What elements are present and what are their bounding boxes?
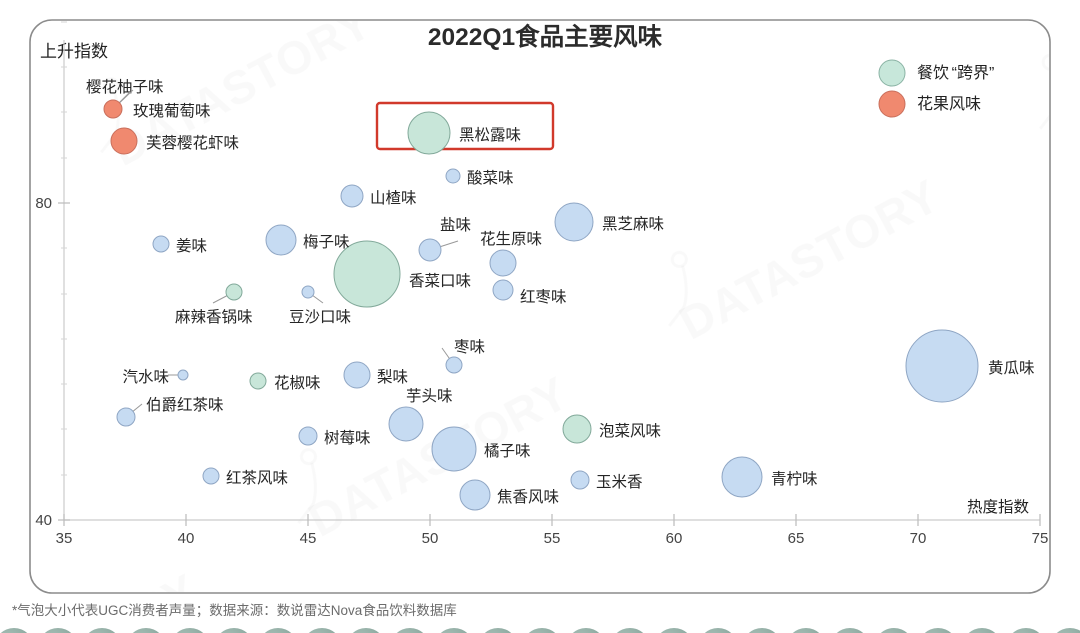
svg-text:芙蓉樱花虾味: 芙蓉樱花虾味: [146, 134, 239, 152]
svg-text:40: 40: [178, 530, 195, 547]
svg-text:红茶风味: 红茶风味: [226, 469, 288, 487]
svg-text:黄瓜味: 黄瓜味: [988, 359, 1035, 377]
svg-text:40: 40: [35, 512, 52, 529]
svg-text:汽水味: 汽水味: [122, 368, 169, 386]
svg-text:姜味: 姜味: [176, 237, 207, 255]
svg-text:樱花柚子味: 樱花柚子味: [86, 78, 164, 96]
svg-text:55: 55: [544, 530, 561, 547]
svg-text:65: 65: [788, 530, 805, 547]
svg-text:花果风味: 花果风味: [917, 95, 981, 113]
svg-text:黑芝麻味: 黑芝麻味: [602, 215, 664, 233]
svg-text:50: 50: [422, 530, 439, 547]
svg-text:60: 60: [666, 530, 683, 547]
svg-text:橘子味: 橘子味: [484, 442, 531, 460]
svg-text:花生原味: 花生原味: [480, 230, 542, 248]
svg-text:泡菜风味: 泡菜风味: [599, 422, 661, 440]
svg-text:玫瑰葡萄味: 玫瑰葡萄味: [133, 102, 211, 120]
svg-text:芋头味: 芋头味: [406, 387, 453, 405]
svg-text:热度指数: 热度指数: [967, 498, 1030, 516]
svg-text:梨味: 梨味: [377, 368, 408, 386]
svg-text:上升指数: 上升指数: [40, 42, 108, 61]
svg-text:80: 80: [35, 195, 52, 212]
svg-text:*气泡大小代表UGC消费者声量；数据来源：数说雷达Nova食: *气泡大小代表UGC消费者声量；数据来源：数说雷达Nova食品饮料数据库: [12, 602, 457, 619]
svg-text:酸菜味: 酸菜味: [467, 169, 514, 187]
svg-text:梅子味: 梅子味: [303, 233, 350, 251]
svg-text:70: 70: [910, 530, 927, 547]
svg-text:青柠味: 青柠味: [771, 470, 818, 488]
svg-text:餐饮 “跨界”: 餐饮 “跨界”: [917, 64, 994, 82]
svg-text:麻辣香锅味: 麻辣香锅味: [175, 308, 253, 326]
svg-text:35: 35: [56, 530, 73, 547]
svg-text:花椒味: 花椒味: [274, 374, 321, 392]
svg-text:玉米香: 玉米香: [596, 473, 643, 491]
svg-text:焦香风味: 焦香风味: [497, 488, 559, 506]
svg-text:红枣味: 红枣味: [520, 288, 567, 306]
svg-text:山楂味: 山楂味: [370, 189, 417, 207]
svg-text:黑松露味: 黑松露味: [459, 126, 521, 144]
svg-text:豆沙口味: 豆沙口味: [289, 308, 351, 326]
svg-text:树莓味: 树莓味: [324, 429, 371, 447]
svg-text:盐味: 盐味: [440, 216, 471, 234]
svg-text:枣味: 枣味: [454, 338, 485, 356]
svg-text:45: 45: [300, 530, 317, 547]
svg-text:2022Q1食品主要风味: 2022Q1食品主要风味: [428, 22, 663, 51]
svg-text:75: 75: [1032, 530, 1049, 547]
svg-text:伯爵红茶味: 伯爵红茶味: [146, 396, 224, 414]
svg-text:香菜口味: 香菜口味: [409, 272, 471, 290]
